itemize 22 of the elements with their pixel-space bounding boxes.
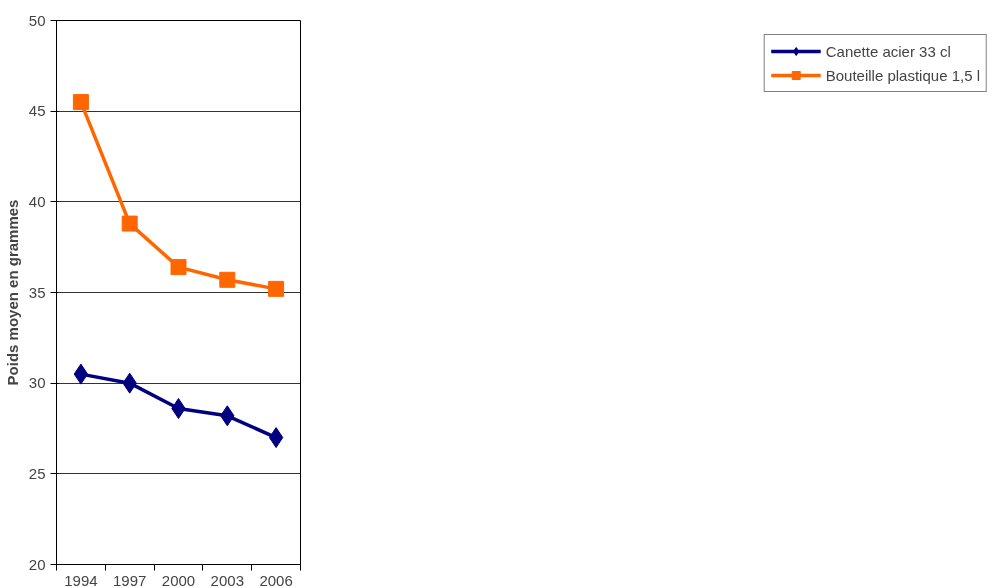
y-tick-label: 35 [28,283,46,301]
y-tick-label: 50 [28,11,46,29]
x-tick-label: 2000 [161,571,196,588]
y-tick-label: 45 [28,102,46,120]
x-tick-label: 1997 [113,571,147,588]
y-tick-label: 25 [28,464,46,482]
y-tick-label: 30 [28,374,46,392]
y-tick-label: 20 [28,555,46,573]
point [72,94,89,111]
y-axis-title: Poids moyen en grammes [3,199,21,386]
x-tick-label: 2003 [210,571,244,588]
x-tick-label: 2006 [259,571,293,588]
x-tick-label: 1994 [64,571,98,588]
point [219,271,236,288]
legend-label: Bouteille plastique 1,5 l [825,66,980,84]
point [268,427,284,449]
point [170,259,187,276]
point [121,215,138,232]
legend-label: Canette acier 33 cl [825,42,951,60]
y-tick-label: 40 [28,192,46,210]
point [73,363,89,385]
point [268,280,285,297]
